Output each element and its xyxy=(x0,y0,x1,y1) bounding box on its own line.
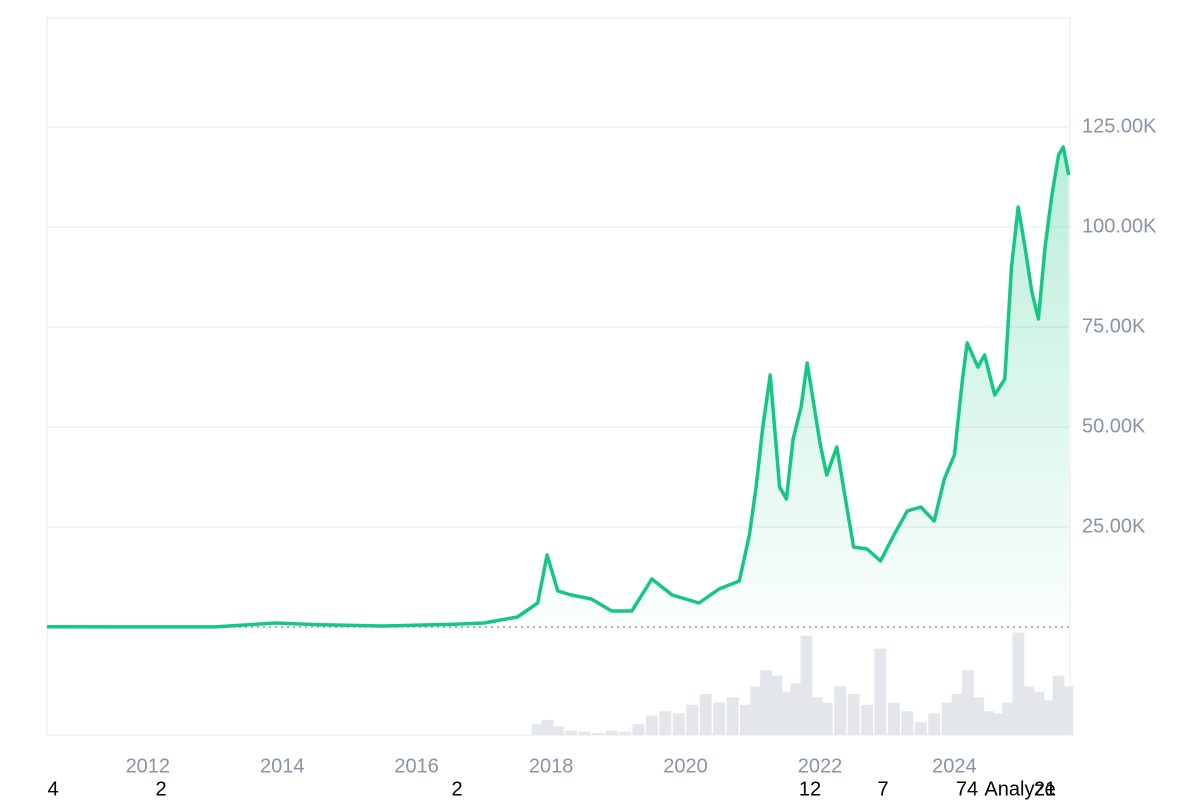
volume-bar xyxy=(914,722,927,735)
x-tick-label: 2024 xyxy=(932,755,977,777)
volume-bar xyxy=(928,713,941,735)
volume-bar xyxy=(800,635,813,735)
x-tick-label: 2022 xyxy=(798,755,843,777)
volume-bar xyxy=(632,724,645,735)
volume-bar xyxy=(887,702,900,735)
y-tick-label: 50.00K xyxy=(1082,415,1146,437)
volume-bar xyxy=(605,730,618,735)
overlay-text: Analyze xyxy=(984,778,1055,800)
volume-bar xyxy=(592,732,605,735)
volume-bar xyxy=(810,697,823,735)
overlay-text: 21 xyxy=(1034,778,1056,800)
y-tick-label: 125.00K xyxy=(1082,115,1157,137)
volume-bar xyxy=(565,730,578,735)
volume-bar xyxy=(1032,691,1045,735)
overlay-text: 2 xyxy=(155,778,166,800)
volume-bar xyxy=(686,704,699,735)
x-tick-label: 2012 xyxy=(126,755,171,777)
volume-bar xyxy=(578,731,591,735)
volume-bar xyxy=(619,731,632,735)
volume-bar xyxy=(541,719,554,735)
volume-bar xyxy=(531,724,544,735)
overlay-text: 7 xyxy=(877,778,888,800)
volume-bar xyxy=(713,702,726,735)
volume-bar xyxy=(1012,632,1025,735)
volume-bar xyxy=(971,697,984,735)
volume-bar xyxy=(770,675,783,735)
volume-bar xyxy=(645,715,658,735)
volume-bar xyxy=(941,702,954,735)
volume-bar xyxy=(961,670,974,735)
volume-bar xyxy=(847,693,860,735)
volume-bar xyxy=(820,702,833,735)
volume-bar xyxy=(750,686,763,735)
volume-bar xyxy=(874,648,887,735)
volume-bar xyxy=(699,693,712,735)
volume-bar xyxy=(834,686,847,735)
volume-bar xyxy=(740,704,753,735)
y-tick-label: 100.00K xyxy=(1082,215,1157,237)
x-tick-label: 2018 xyxy=(529,755,574,777)
volume-bar xyxy=(861,704,874,735)
volume-bar xyxy=(1022,686,1035,735)
volume-bar xyxy=(726,697,739,735)
volume-bar xyxy=(780,691,793,735)
overlay-text: 4 xyxy=(47,778,58,800)
x-tick-label: 2014 xyxy=(260,755,305,777)
volume-bar xyxy=(760,670,773,735)
volume-bar xyxy=(981,711,994,735)
overlay-text: 12 xyxy=(799,778,821,800)
y-tick-label: 25.00K xyxy=(1082,515,1146,537)
x-tick-label: 2016 xyxy=(394,755,439,777)
volume-bar xyxy=(1061,686,1074,735)
volume-bar xyxy=(551,726,564,735)
volume-bar xyxy=(1002,702,1015,735)
price-line xyxy=(46,145,1071,629)
y-tick-label: 75.00K xyxy=(1082,315,1146,337)
volume-bar xyxy=(951,693,964,735)
price-area xyxy=(47,147,1069,627)
volume-bar xyxy=(1042,700,1055,735)
overlay-text: 2 xyxy=(451,778,462,800)
volume-bar xyxy=(659,711,672,735)
overlay-text: 74 xyxy=(956,778,978,800)
volume-bar xyxy=(992,713,1005,735)
volume-bar xyxy=(790,683,803,735)
x-tick-label: 2020 xyxy=(663,755,708,777)
volume-bar xyxy=(672,713,685,735)
volume-bar xyxy=(901,711,914,735)
